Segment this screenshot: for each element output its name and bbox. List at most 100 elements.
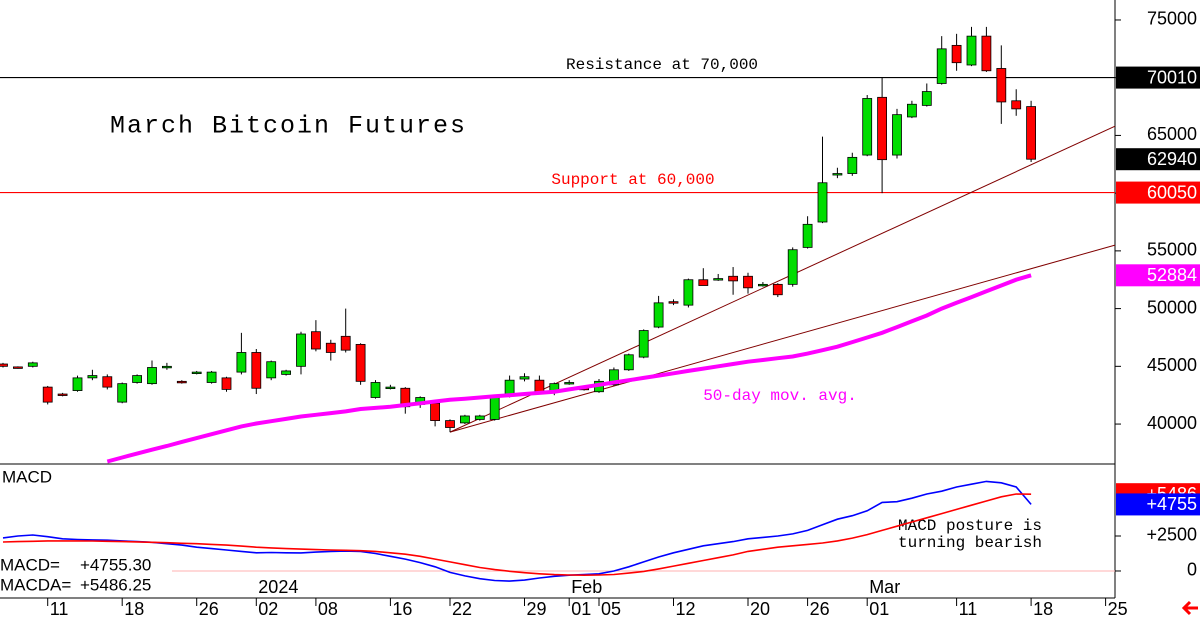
candle-body (489, 395, 500, 420)
candle-body (12, 366, 23, 369)
candle-body (102, 376, 113, 388)
candle-body (1026, 106, 1036, 160)
candle-body (0, 363, 8, 367)
candle-body (206, 371, 217, 383)
trendline (449, 125, 1116, 433)
candle-body (42, 386, 53, 403)
y-tick-label: 0 (1187, 560, 1197, 580)
candle-body (340, 335, 351, 351)
macd-title: MACD (2, 467, 52, 486)
series-label: 50-day mov. avg. (703, 387, 857, 405)
x-tick-label: 16 (392, 599, 412, 619)
x-tick-label: 25 (1108, 599, 1128, 619)
value-box-label: 70010 (1147, 67, 1197, 87)
x-tick-label: 02 (258, 599, 278, 619)
x-tick-label: 26 (199, 599, 219, 619)
candle-body (623, 354, 634, 371)
candle-body (802, 223, 813, 248)
candle-body (385, 386, 396, 390)
candle-body (936, 48, 947, 84)
x-tick-label: 11 (959, 599, 978, 619)
x-tick-label: 05 (601, 599, 621, 619)
x-tick-label: 01 (571, 599, 591, 619)
y-tick-label: 50000 (1147, 297, 1197, 317)
candle-body (758, 283, 768, 287)
candle-body (966, 35, 977, 66)
readout-box (0, 557, 172, 597)
candle-body (772, 283, 783, 296)
macd-line (2, 480, 1032, 582)
candle-body (72, 377, 83, 391)
candle-body (862, 98, 873, 156)
y-tick-label: 75000 (1147, 9, 1197, 29)
candle-body (519, 376, 530, 380)
candle-body (981, 35, 992, 72)
candle-body (743, 275, 753, 289)
candle-body (1011, 100, 1022, 110)
candle-body (27, 362, 38, 367)
candle-body (176, 380, 187, 384)
month-label: Mar (869, 577, 900, 597)
candle-body (996, 68, 1007, 103)
candle-body (161, 365, 172, 369)
candle-body (698, 279, 709, 286)
x-tick-label: 22 (452, 599, 472, 619)
y-tick-label: 65000 (1147, 124, 1197, 144)
candle-body (191, 371, 202, 375)
candle-body (251, 352, 262, 389)
y-tick-label: 55000 (1147, 240, 1197, 260)
moving-average (106, 273, 1032, 464)
scroll-arrow[interactable] (1181, 600, 1198, 616)
month-label: 2024 (258, 577, 298, 597)
candle-body (609, 369, 619, 386)
x-tick-label: 26 (810, 599, 830, 619)
x-tick-label: 08 (318, 599, 338, 619)
candle-body (430, 402, 441, 421)
x-tick-label: 20 (750, 599, 770, 619)
readout-value: +5486.25 (80, 575, 151, 594)
candle-body (266, 361, 277, 379)
x-tick-label: 18 (124, 599, 144, 619)
candle-body (474, 415, 485, 420)
macd-annotation: turning bearish (898, 534, 1042, 552)
candle-body (325, 342, 336, 353)
candle-body (236, 352, 247, 373)
candle-body (147, 367, 157, 385)
candle-body (817, 182, 828, 223)
candle-body (892, 114, 902, 156)
candle-body (683, 279, 694, 306)
candle-body (57, 393, 68, 396)
candle-body (132, 375, 143, 383)
candle-body (445, 420, 455, 428)
level-label: Resistance at 70,000 (566, 56, 758, 74)
candle-body (504, 379, 515, 396)
value-box (1116, 181, 1200, 204)
x-tick-label: 12 (676, 599, 696, 619)
candle-body (281, 370, 292, 375)
candle-body (534, 379, 545, 393)
candle-body (310, 331, 321, 350)
y-tick-label: 45000 (1147, 355, 1197, 375)
candle-body (370, 382, 381, 398)
readout-label: MACD= (0, 555, 60, 574)
value-box-label: 62940 (1147, 149, 1197, 169)
candle-body (564, 382, 575, 385)
candle-body (847, 156, 858, 174)
candle-body (921, 91, 932, 106)
candle-body (951, 44, 962, 64)
x-tick-label: 29 (527, 599, 547, 619)
x-tick-label: 18 (1033, 599, 1053, 619)
value-box (1116, 264, 1200, 287)
x-tick-label: 11 (50, 599, 69, 619)
candle-body (832, 173, 843, 176)
trendline (449, 244, 1116, 433)
chart-title: March Bitcoin Futures (110, 112, 467, 141)
candle-body (296, 333, 306, 367)
value-box (1116, 148, 1200, 171)
month-label: Feb (571, 577, 602, 597)
value-box-label: 60050 (1147, 182, 1197, 202)
readout-label: MACDA= (0, 575, 71, 594)
readout-value: +4755.30 (80, 555, 151, 574)
